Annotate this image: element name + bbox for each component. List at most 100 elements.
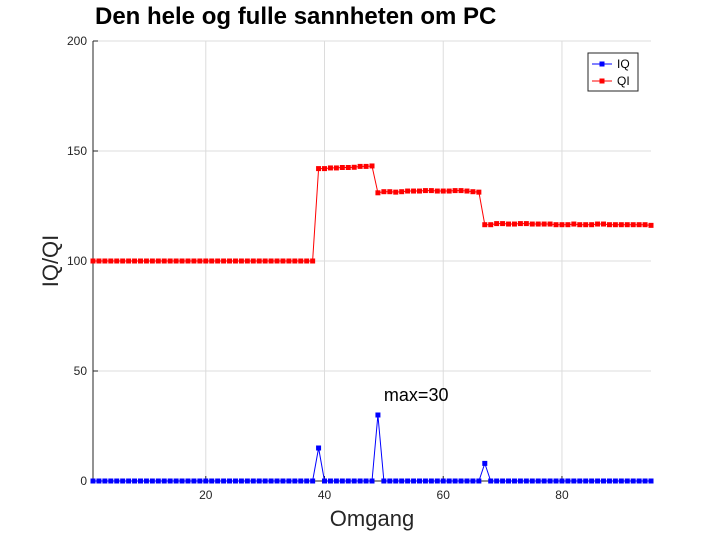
data-point-qi [203,258,209,264]
data-point-iq [203,478,209,484]
data-point-qi [215,258,221,264]
legend-label-qi: QI [617,74,630,88]
data-point-iq [304,478,310,484]
data-point-qi [345,165,351,170]
data-point-qi [286,258,292,264]
data-point-iq [126,478,132,484]
data-point-iq [612,478,618,484]
data-point-qi [120,258,126,264]
data-point-qi [179,258,185,264]
data-point-qi [523,221,529,227]
data-point-iq [310,478,316,484]
data-point-qi [589,222,595,228]
data-point-qi [227,258,233,264]
y-axis-label: IQ/QI [38,235,63,288]
legend-label-iq: IQ [617,57,630,71]
data-point-qi [339,165,345,170]
data-point-qi [606,222,612,228]
data-point-qi [624,222,630,228]
data-point-iq [238,478,244,484]
data-point-iq [589,478,595,484]
data-point-qi [108,258,114,264]
data-point-iq [197,478,203,484]
data-point-qi [577,222,583,228]
legend-marker-iq [599,61,605,67]
x-tick-label: 80 [555,488,569,502]
data-point-iq [547,478,553,484]
data-point-qi [292,258,298,264]
y-tick-label: 200 [67,34,87,48]
data-point-qi [143,258,149,264]
data-point-qi [274,258,280,264]
data-point-iq [458,478,464,484]
data-point-iq [250,478,256,484]
plot-area: 20 40 60 80 0 50 100 150 200 max=30 IQ QI [67,34,654,502]
data-point-qi [280,258,286,264]
data-point-qi [126,258,132,264]
data-point-iq [244,478,250,484]
data-point-iq [191,478,197,484]
data-point-qi [363,163,369,169]
data-point-qi [553,222,559,228]
data-point-iq [375,412,381,418]
data-point-qi [464,188,470,194]
data-point-iq [565,478,571,484]
data-point-iq [215,478,221,484]
data-point-iq [221,478,227,484]
data-point-iq [476,478,482,484]
data-point-iq [280,478,286,484]
data-point-iq [511,478,517,484]
data-point-iq [114,478,120,484]
y-tick-label: 100 [67,254,87,268]
data-point-qi [529,221,535,227]
data-point-iq [422,478,428,484]
data-point-qi [155,258,161,264]
data-point-qi [517,221,523,227]
data-point-iq [268,478,274,484]
data-point-iq [381,478,387,484]
data-point-qi [434,188,440,194]
x-tick-label: 60 [437,488,451,502]
data-point-qi [488,222,494,228]
data-point-iq [298,478,304,484]
data-point-iq [416,478,422,484]
data-point-iq [648,478,654,484]
data-point-qi [630,222,636,228]
x-tick-label: 40 [318,488,332,502]
data-point-qi [583,222,589,228]
data-point-iq [452,478,458,484]
data-point-iq [155,478,161,484]
data-point-qi [244,258,250,264]
annotation-label: max=30 [384,385,449,405]
data-point-qi [327,165,333,171]
data-point-qi [90,258,96,264]
data-point-qi [322,166,328,172]
data-point-qi [387,189,393,195]
data-point-qi [470,189,476,195]
data-point-qi [161,258,167,264]
data-point-qi [132,258,138,264]
x-axis-label: Omgang [330,506,414,531]
data-point-iq [120,478,126,484]
data-point-qi [440,188,446,194]
data-point-qi [209,258,215,264]
data-point-iq [482,460,488,466]
data-point-qi [422,188,428,194]
data-point-qi [458,188,464,194]
data-point-iq [636,478,642,484]
data-point-iq [274,478,280,484]
chart-title: Den hele og fulle sannheten om PC [95,3,496,30]
data-point-qi [452,188,458,194]
data-point-iq [387,478,393,484]
data-point-iq [167,478,173,484]
data-point-iq [369,478,375,484]
y-tick-label: 50 [74,364,88,378]
data-point-iq [470,478,476,484]
data-point-iq [624,478,630,484]
data-point-iq [339,478,345,484]
data-point-iq [363,478,369,484]
data-point-iq [108,478,114,484]
data-point-qi [535,221,541,227]
data-point-qi [102,258,108,264]
